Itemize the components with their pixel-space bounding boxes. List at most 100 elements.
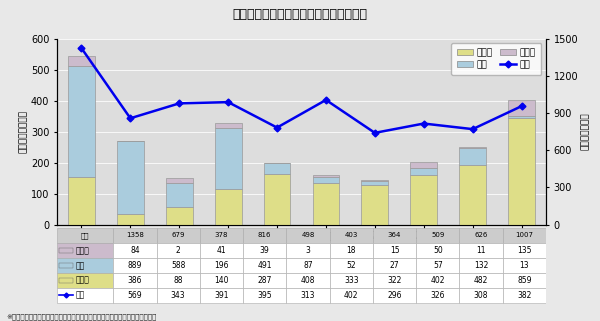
Text: 合計: 合計 <box>81 232 89 239</box>
Bar <box>263 163 290 174</box>
Text: 196: 196 <box>214 261 229 270</box>
Bar <box>313 177 340 183</box>
Bar <box>361 185 388 225</box>
Bar <box>68 56 95 66</box>
Text: 52: 52 <box>346 261 356 270</box>
FancyBboxPatch shape <box>59 278 73 283</box>
FancyBboxPatch shape <box>243 273 286 288</box>
Text: 132: 132 <box>474 261 488 270</box>
件数 <box>224 100 232 104</box>
Text: 11: 11 <box>476 246 486 255</box>
FancyBboxPatch shape <box>286 288 329 303</box>
Text: 50: 50 <box>433 246 443 255</box>
Text: 135: 135 <box>517 246 532 255</box>
Text: 15: 15 <box>390 246 400 255</box>
FancyBboxPatch shape <box>416 288 460 303</box>
Text: 2: 2 <box>176 246 181 255</box>
FancyBboxPatch shape <box>416 243 460 258</box>
FancyBboxPatch shape <box>59 248 73 253</box>
FancyBboxPatch shape <box>157 258 200 273</box>
FancyBboxPatch shape <box>286 228 329 243</box>
FancyBboxPatch shape <box>416 258 460 273</box>
件数 <box>420 122 427 126</box>
Bar <box>263 174 290 225</box>
FancyBboxPatch shape <box>329 228 373 243</box>
FancyBboxPatch shape <box>416 273 460 288</box>
件数 <box>322 98 329 102</box>
Bar <box>508 117 535 118</box>
Text: 140: 140 <box>214 276 229 285</box>
FancyBboxPatch shape <box>200 228 243 243</box>
件数 <box>78 46 85 50</box>
Bar <box>68 177 95 225</box>
Bar <box>361 181 388 185</box>
Bar <box>117 214 144 225</box>
Bar <box>459 165 486 225</box>
件数 <box>274 126 281 129</box>
Text: 322: 322 <box>388 276 402 285</box>
Text: 382: 382 <box>517 291 532 300</box>
FancyBboxPatch shape <box>59 263 73 268</box>
Text: 588: 588 <box>171 261 185 270</box>
Text: 679: 679 <box>172 232 185 239</box>
Text: 41: 41 <box>217 246 226 255</box>
Text: 「不正薬物の摘発件数と押収量の推移」: 「不正薬物の摘発件数と押収量の推移」 <box>233 8 367 21</box>
Text: 402: 402 <box>431 276 445 285</box>
FancyBboxPatch shape <box>57 243 113 258</box>
Text: 88: 88 <box>173 276 183 285</box>
Text: 1358: 1358 <box>126 232 144 239</box>
Bar <box>215 128 242 189</box>
FancyBboxPatch shape <box>57 288 113 303</box>
FancyBboxPatch shape <box>113 258 157 273</box>
FancyBboxPatch shape <box>329 288 373 303</box>
Text: 626: 626 <box>475 232 488 239</box>
Text: 287: 287 <box>257 276 272 285</box>
FancyBboxPatch shape <box>200 288 243 303</box>
Text: 509: 509 <box>431 232 445 239</box>
FancyBboxPatch shape <box>200 258 243 273</box>
Text: 491: 491 <box>257 261 272 270</box>
Bar <box>166 207 193 225</box>
Line: 件数: 件数 <box>79 46 524 135</box>
Text: 313: 313 <box>301 291 315 300</box>
Bar <box>215 123 242 128</box>
Text: 378: 378 <box>215 232 228 239</box>
FancyBboxPatch shape <box>243 228 286 243</box>
Text: 57: 57 <box>433 261 443 270</box>
件数 <box>371 131 379 135</box>
Text: 408: 408 <box>301 276 315 285</box>
Bar <box>166 183 193 207</box>
Text: 308: 308 <box>474 291 488 300</box>
FancyBboxPatch shape <box>57 228 113 243</box>
Text: 1007: 1007 <box>515 232 533 239</box>
Text: 39: 39 <box>260 246 269 255</box>
FancyBboxPatch shape <box>113 288 157 303</box>
Bar <box>459 147 486 149</box>
FancyBboxPatch shape <box>157 228 200 243</box>
Text: 333: 333 <box>344 276 359 285</box>
FancyBboxPatch shape <box>503 243 546 258</box>
FancyBboxPatch shape <box>460 228 503 243</box>
FancyBboxPatch shape <box>113 243 157 258</box>
Text: 403: 403 <box>344 232 358 239</box>
FancyBboxPatch shape <box>200 273 243 288</box>
FancyBboxPatch shape <box>113 228 157 243</box>
Bar <box>508 118 535 225</box>
FancyBboxPatch shape <box>373 273 416 288</box>
Text: ※その他とは、麻薬（ヘロイン、コカイン等）、向精神薬及びあへんをいう。: ※その他とは、麻薬（ヘロイン、コカイン等）、向精神薬及びあへんをいう。 <box>6 314 157 320</box>
FancyBboxPatch shape <box>329 273 373 288</box>
Text: 343: 343 <box>171 291 185 300</box>
Text: 482: 482 <box>474 276 488 285</box>
FancyBboxPatch shape <box>157 273 200 288</box>
Y-axis label: （押収量：次）: （押収量：次） <box>581 113 590 151</box>
件数 <box>176 101 183 105</box>
Legend: 覚醒剤, 大麻, その他, 件数: 覚醒剤, 大麻, その他, 件数 <box>451 43 541 74</box>
FancyBboxPatch shape <box>57 273 113 288</box>
FancyBboxPatch shape <box>157 288 200 303</box>
Bar <box>313 183 340 225</box>
FancyBboxPatch shape <box>286 243 329 258</box>
件数 <box>469 127 476 131</box>
Bar <box>68 66 95 177</box>
Bar <box>215 189 242 225</box>
Bar <box>166 178 193 183</box>
